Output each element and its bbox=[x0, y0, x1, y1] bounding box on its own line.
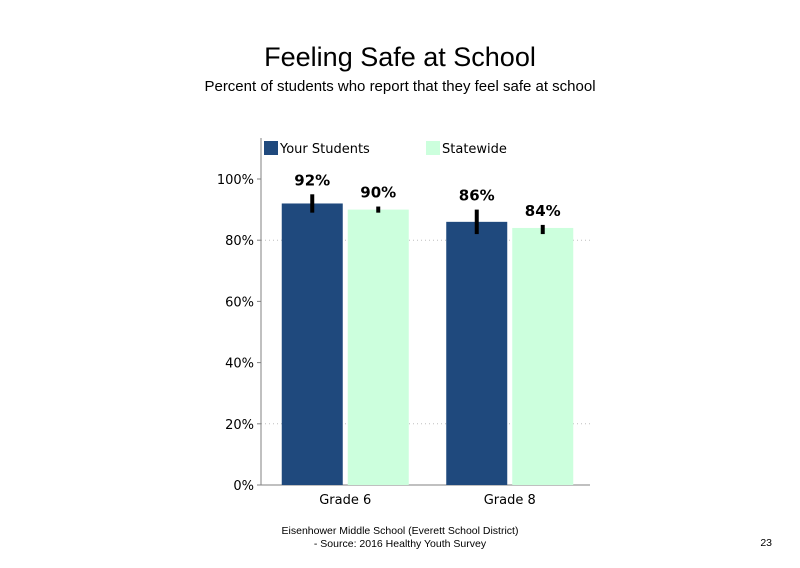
data-label: 92% bbox=[294, 171, 330, 189]
bar-statewide bbox=[347, 209, 409, 485]
y-tick-label: 0% bbox=[233, 479, 254, 494]
y-tick-label: 100% bbox=[217, 173, 254, 188]
y-tick-label: 40% bbox=[225, 357, 254, 372]
chart-subtitle: Percent of students who report that they… bbox=[204, 78, 596, 95]
chart-title: Feeling Safe at School bbox=[264, 42, 536, 72]
data-label: 84% bbox=[525, 202, 561, 220]
bar-your-students bbox=[446, 221, 508, 485]
legend-label: Statewide bbox=[442, 142, 507, 157]
bar-your-students bbox=[281, 203, 343, 486]
y-tick-label: 80% bbox=[225, 234, 254, 249]
legend-swatch bbox=[426, 141, 440, 155]
y-tick-label: 60% bbox=[225, 295, 254, 310]
data-label: 86% bbox=[459, 187, 495, 205]
legend-label: Your Students bbox=[279, 142, 370, 157]
page-number: 23 bbox=[760, 537, 772, 549]
x-category-label: Grade 8 bbox=[484, 493, 536, 508]
footer-source: Eisenhower Middle School (Everett School… bbox=[250, 525, 550, 551]
footer-school: Eisenhower Middle School (Everett School… bbox=[281, 525, 519, 537]
bar-statewide bbox=[512, 227, 574, 485]
data-label: 90% bbox=[360, 184, 396, 202]
x-category-label: Grade 6 bbox=[319, 493, 371, 508]
y-tick-label: 20% bbox=[225, 418, 254, 433]
footer-source-line: - Source: 2016 Healthy Youth Survey bbox=[313, 538, 487, 550]
legend-swatch bbox=[264, 141, 278, 155]
